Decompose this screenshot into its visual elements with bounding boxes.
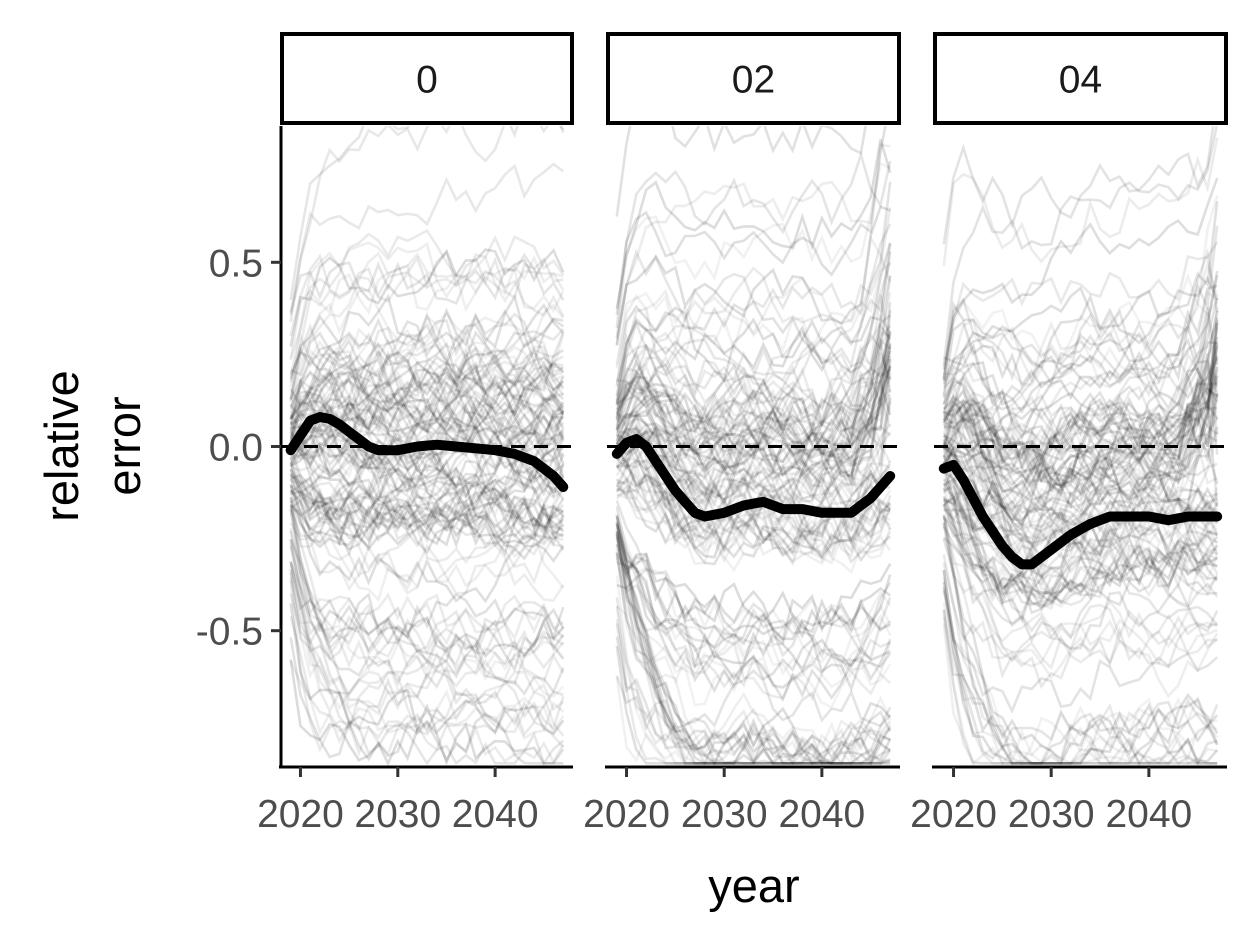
facet-panel-1: 02 2020 2030 2040 [583, 32, 901, 836]
background-trajectories [289, 126, 565, 767]
mean-series-line [285, 412, 569, 492]
x-tick-label: 2040 [452, 793, 539, 836]
x-tick-label: 2030 [354, 793, 441, 836]
x-tick-label: 2020 [583, 793, 670, 836]
y-tick-label: -0.5 [196, 611, 263, 654]
background-trajectories [615, 126, 892, 767]
x-tick-label: 2020 [910, 793, 997, 836]
mean-series-line [611, 434, 896, 522]
x-tick-label: 2030 [1008, 793, 1095, 836]
x-tick-label: 2030 [681, 793, 768, 836]
facet-strip-label: 0 [416, 59, 438, 102]
facet-panel-2: 04 2020 2030 2040 [910, 32, 1228, 836]
x-axis-title: year [708, 859, 799, 912]
x-tick-label: 2040 [1105, 793, 1192, 836]
x-tick-label: 2040 [778, 793, 865, 836]
y-axis-title-line-2: error [97, 396, 150, 495]
x-tick-label: 2020 [257, 793, 344, 836]
y-axis-title-line-1: relative [35, 370, 88, 522]
facet-panel-0: 0 2020 2030 2040 [257, 32, 574, 836]
y-tick-label: 0.0 [209, 427, 263, 470]
facet-strip [606, 32, 901, 125]
mean-series-line [938, 459, 1223, 570]
facet-strip-label: 04 [1059, 59, 1102, 102]
y-tick-label: 0.5 [209, 242, 263, 285]
background-trajectories [942, 126, 1219, 767]
facet-strip [933, 32, 1228, 125]
facet-strip [280, 32, 574, 125]
facet-strip-label: 02 [732, 59, 775, 102]
